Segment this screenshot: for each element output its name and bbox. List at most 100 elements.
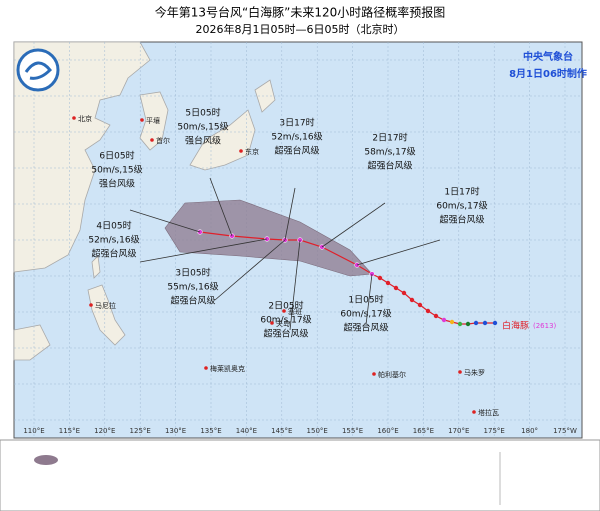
place-name: 马尼拉 [95,301,116,310]
place-name: 塞班 [288,307,302,316]
track-point [457,321,463,327]
longitude-label: 155°E [342,427,363,435]
forecast-time: 6日05时 [99,150,134,162]
longitude-label: 125°E [130,427,151,435]
longitude-label: 130°E [165,427,186,435]
taiwan [91,255,101,279]
indochina [13,324,51,361]
forecast-time: 1日17时 [444,186,479,198]
track-point [401,290,407,296]
forecast-wind: 60m/s,17级 [340,308,391,320]
forecast-time: 5日05时 [185,107,220,119]
place-name: 关岛 [276,319,290,328]
track-point [417,302,423,308]
storm-code: (2613) [533,322,557,330]
forecast-level: 强台风级 [99,178,135,190]
place-dot [89,303,93,307]
leader-line [289,239,301,331]
place-dot [472,410,476,414]
longitude-label: 140°E [236,427,257,435]
track-point [433,313,439,319]
forecast-wind: 50m/s,15级 [177,121,228,133]
place-dot [150,138,154,142]
cma-logo-mark [24,61,53,80]
leader-line [129,209,201,233]
track-point [465,321,471,327]
forecast-wind: 58m/s,17级 [364,146,415,158]
agency-name: 中央气象台 [523,50,573,63]
forecast-level: 强台风级 [185,135,221,147]
longitude-label: 165°E [413,427,434,435]
subtitle: 2026年8月1日05时—6日05时（北京时） [196,22,405,36]
leader-line [139,238,268,263]
forecast-level: 超强台风级 [439,214,484,226]
forecast-level: 超强台风级 [263,328,308,340]
forecast-wind: 60m/s,17级 [436,200,487,212]
leader-lines [129,177,441,331]
longitude-label: 175°W [553,427,577,435]
track-point [377,275,383,281]
longitude-label: 120°E [94,427,115,435]
forecast-time: 2日05时 [268,300,303,312]
title: 今年第13号台风“白海豚”未来120小时路径概率预报图 [155,5,446,20]
track-point [492,320,498,326]
leader-line [321,202,386,248]
place-dot [372,372,376,376]
philippines [87,284,126,346]
longitude-label: 175°E [484,427,505,435]
longitude-label: 150°E [307,427,328,435]
place-dot [270,321,274,325]
track-point [409,297,415,303]
forecast-time: 3日17时 [279,117,314,129]
forecast-wind: 55m/s,16级 [167,281,218,293]
place-name: 梅莱凯奥克 [210,364,245,373]
agency-issued: 8月1日06时制作 [509,67,587,80]
place-name: 平壤 [146,116,160,125]
mainland [13,41,151,273]
forecast-time: 2日17时 [372,132,407,144]
track-point [385,280,391,286]
graticule: 110°E 115°E 120°E 125°E 130°E 135°E 140°E 145°E… [14,42,582,438]
longitude-label: 145°E [271,427,292,435]
longitude-label: 170°E [448,427,469,435]
forecast-time: 4日05时 [96,220,131,232]
longitude-label: 180° [521,427,538,435]
place-name: 首尔 [156,136,170,145]
place-dot [458,370,462,374]
longitude-label: 115°E [59,427,80,435]
forecast-level: 超强台风级 [274,145,319,157]
forecast-level: 超强台风级 [343,322,388,334]
leader-line [214,239,286,301]
place-name: 帕利基尔 [378,370,406,379]
leader-line [356,239,441,266]
track-point [441,317,447,323]
track-point [473,320,479,326]
place-dot [239,149,243,153]
longitude-label: 160°E [377,427,398,435]
land [13,41,276,361]
forecast-level: 超强台风级 [91,248,136,260]
korea [139,91,169,151]
hokkaido [254,79,276,113]
forecast-level: 超强台风级 [367,160,412,172]
longitude-label: 135°E [200,427,221,435]
place-name: 塔拉瓦 [478,408,499,417]
forecast-time: 1日05时 [348,294,383,306]
place-dot [282,309,286,313]
legend-cone-swatch [34,455,58,465]
place-dot [204,366,208,370]
forecast-time: 3日05时 [175,267,210,279]
place-dot [72,116,76,120]
forecast-level: 超强台风级 [170,295,215,307]
track-point [449,319,455,325]
track-point [393,285,399,291]
storm-name: 白海豚 [502,320,529,332]
track-point [482,320,488,326]
leader-line [365,273,373,326]
japan [189,109,256,171]
leader-line [209,177,233,237]
forecast-wind: 52m/s,16级 [271,131,322,143]
cma-logo [16,48,60,92]
legend-box [0,439,600,511]
